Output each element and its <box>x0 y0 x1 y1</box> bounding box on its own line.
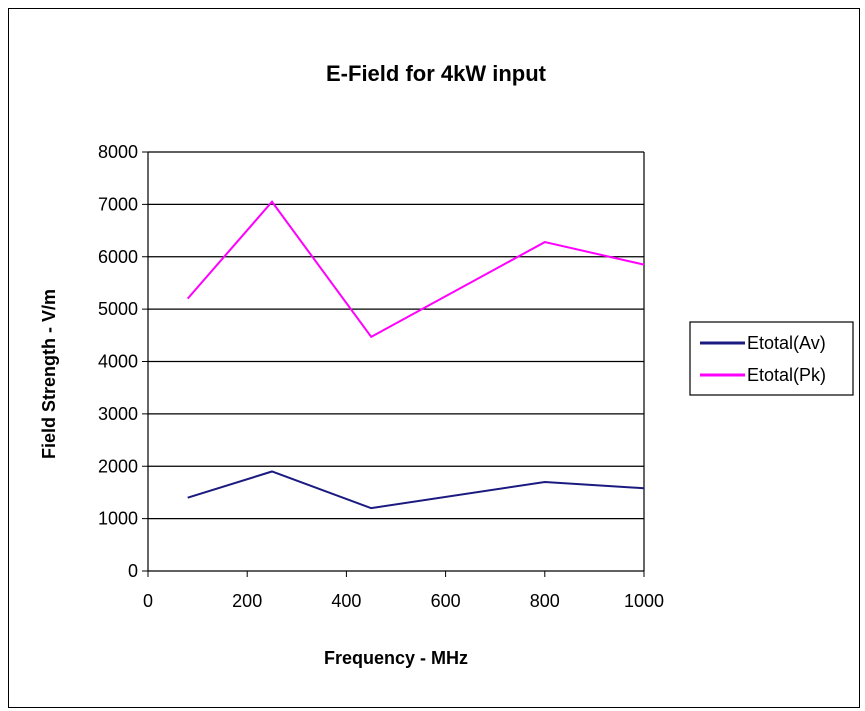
series-lines <box>186 200 645 510</box>
legend-box <box>689 321 854 396</box>
tick-labels: 0 1000 2000 3000 4000 5000 6000 7000 8000 0 200 400… <box>98 142 664 611</box>
chart-title: E-Field for 4kW input <box>326 61 547 86</box>
y-tick-label-3000: 3000 <box>98 404 138 424</box>
y-tick-label-7000: 7000 <box>98 194 138 214</box>
legend: Etotal(Av) Etotal(Pk) <box>689 321 854 396</box>
x-tick-label-1000: 1000 <box>624 591 664 611</box>
axes <box>142 151 645 577</box>
x-tick-label-800: 800 <box>530 591 560 611</box>
x-tick-label-200: 200 <box>232 591 262 611</box>
grid-lines <box>148 151 644 520</box>
series-line-2 <box>186 200 645 339</box>
line-chart: E-Field for 4kW input 010002000300040005… <box>39 61 854 668</box>
x-tick-label-0: 0 <box>143 591 153 611</box>
y-tick-label-8000: 8000 <box>98 142 138 162</box>
y-tick-label-4000: 4000 <box>98 352 138 372</box>
legend-label-2: Etotal(Pk) <box>747 365 826 385</box>
y-tick-label-6000: 6000 <box>98 247 138 267</box>
x-tick-label-600: 600 <box>431 591 461 611</box>
x-axis-title: Frequency - MHz <box>324 648 468 668</box>
y-tick-label-5000: 5000 <box>98 299 138 319</box>
x-tick-label-400: 400 <box>331 591 361 611</box>
y-tick-label-2000: 2000 <box>98 456 138 476</box>
chart-frame: E-Field for 4kW input 0 1000 2000 3000 4000 5… <box>8 8 860 708</box>
y-tick-label-0: 0 <box>128 561 138 581</box>
y-tick-label-1000: 1000 <box>98 509 138 529</box>
series-line-1 <box>187 470 645 510</box>
y-axis-title: Field Strength - V/m <box>39 289 59 459</box>
legend-label-1: Etotal(Av) <box>747 333 826 353</box>
